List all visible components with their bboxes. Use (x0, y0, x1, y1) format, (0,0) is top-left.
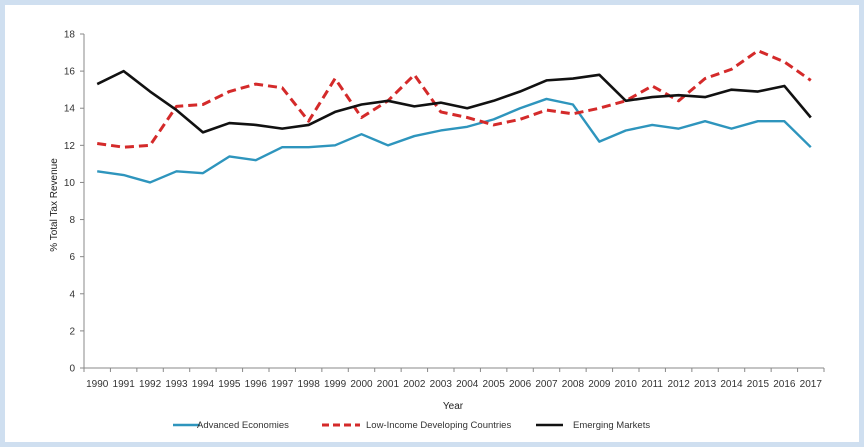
x-tick-label: 2014 (720, 379, 743, 390)
series-group (96, 49, 812, 184)
legend-label-1: Advanced Economies (197, 420, 289, 431)
legend-label-3: Emerging Markets (573, 420, 650, 431)
y-tick-label: 8 (69, 215, 75, 226)
series-line-1 (97, 97, 812, 184)
x-tick-label: 2006 (509, 379, 532, 390)
x-axis-title: Year (443, 401, 464, 412)
x-tick-label: 2000 (350, 379, 373, 390)
y-tick-label: 6 (69, 252, 75, 263)
x-tick-label: 2003 (430, 379, 453, 390)
x-tick-label: 1991 (113, 379, 136, 390)
y-tick-label: 2 (69, 326, 75, 337)
y-tick-label: 14 (64, 104, 76, 115)
x-tick-label: 1994 (192, 379, 215, 390)
x-tick-label: 2010 (615, 379, 638, 390)
y-tick-label: 4 (69, 289, 75, 300)
y-tick-label: 16 (64, 67, 76, 78)
y-tick-label: 18 (64, 30, 76, 41)
y-axis-title: % Total Tax Revenue (49, 158, 60, 252)
x-tick-label: 2007 (535, 379, 558, 390)
x-tick-label: 1990 (86, 379, 109, 390)
legend-label-2: Low-Income Developing Countries (366, 420, 511, 431)
x-tick-label: 1999 (324, 379, 347, 390)
series-line-3 (96, 69, 812, 134)
x-tick-label: 2012 (668, 379, 691, 390)
x-tick-label: 2008 (562, 379, 585, 390)
x-tick-label: 1992 (139, 379, 162, 390)
x-tick-label: 1995 (218, 379, 241, 390)
x-tick-label: 2002 (403, 379, 426, 390)
y-tick-label: 12 (64, 141, 76, 152)
x-tick-label: 1996 (245, 379, 268, 390)
x-tick-label: 2017 (800, 379, 823, 390)
y-tick-label: 10 (64, 178, 76, 189)
x-tick-label: 1993 (165, 379, 188, 390)
y-tick-label: 0 (69, 364, 75, 375)
x-tick-label: 2004 (456, 379, 479, 390)
x-tick-label: 2009 (588, 379, 611, 390)
x-tick-label: 1998 (298, 379, 321, 390)
x-tick-label: 1997 (271, 379, 294, 390)
legend: Advanced Economies Low-Income Developing … (173, 420, 650, 431)
x-tick-label: 2015 (747, 379, 770, 390)
x-tick-label: 2016 (773, 379, 796, 390)
x-tick-label: 2011 (641, 379, 663, 390)
x-tick-label: 2005 (483, 379, 506, 390)
x-tick-label: 2001 (377, 379, 400, 390)
series-line-2 (97, 49, 812, 149)
x-tick-label: 2013 (694, 379, 717, 390)
